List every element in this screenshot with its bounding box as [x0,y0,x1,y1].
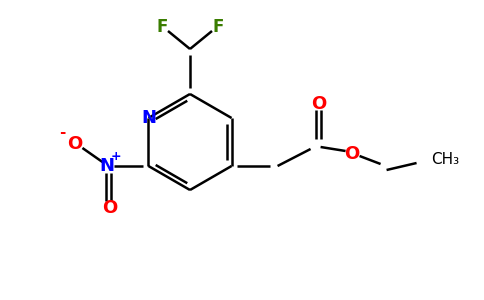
Text: CH₃: CH₃ [432,152,460,167]
Text: F: F [212,18,224,36]
Text: N: N [99,157,114,175]
Text: N: N [141,109,156,127]
Text: O: O [67,135,82,153]
Text: O: O [344,145,359,163]
Text: O: O [102,199,117,217]
Text: O: O [311,95,326,113]
Text: F: F [156,18,167,36]
Text: +: + [111,151,122,164]
Text: -: - [59,125,66,140]
